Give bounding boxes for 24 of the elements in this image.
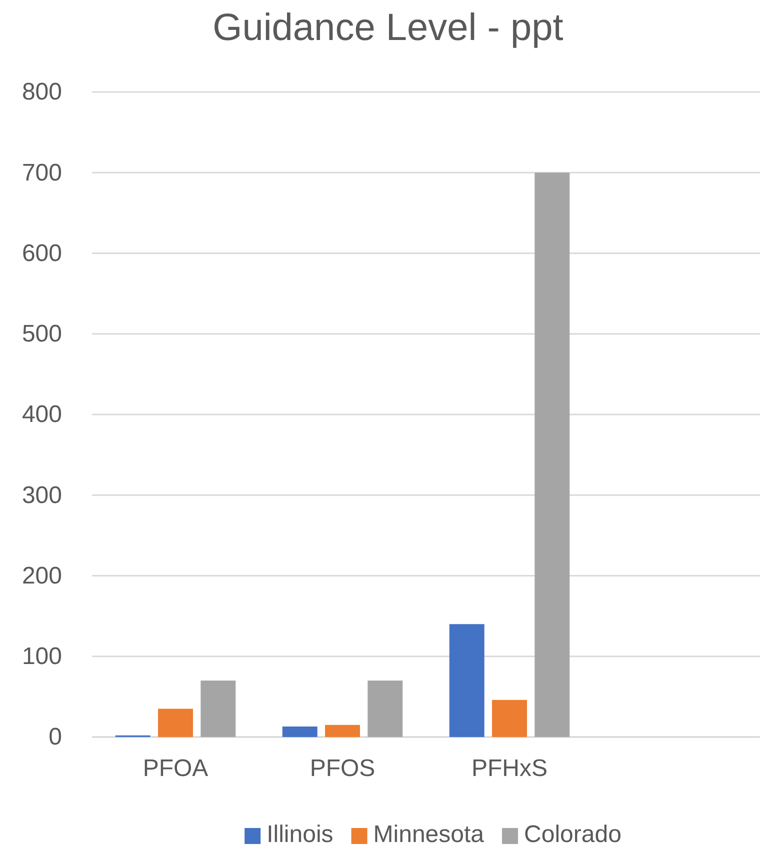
- bar: [534, 172, 570, 737]
- y-tick-label: 700: [22, 159, 62, 186]
- bar: [325, 724, 360, 737]
- y-tick-label: 800: [22, 78, 62, 106]
- y-tick-label: 600: [22, 240, 62, 267]
- bar: [368, 680, 403, 737]
- chart-title: Guidance Level - ppt: [212, 7, 564, 49]
- y-tick-label: 100: [22, 643, 62, 670]
- y-tick-label: 300: [22, 482, 62, 509]
- legend-label: Minnesota: [373, 821, 485, 848]
- bar: [158, 708, 193, 737]
- y-tick-label: 400: [22, 401, 62, 428]
- x-tick-label: PFOS: [310, 755, 376, 782]
- bar: [282, 726, 318, 737]
- y-tick-label: 200: [22, 562, 62, 590]
- x-tick-label: PFOA: [142, 755, 208, 782]
- bar: [449, 624, 484, 737]
- x-tick-label: PFHxS: [471, 755, 548, 782]
- y-tick-label: 500: [22, 320, 62, 348]
- bar: [492, 700, 527, 737]
- bar: [200, 680, 236, 737]
- legend-label: Colorado: [524, 821, 622, 848]
- legend-label: Illinois: [266, 821, 334, 848]
- y-tick-label: 0: [48, 724, 62, 751]
